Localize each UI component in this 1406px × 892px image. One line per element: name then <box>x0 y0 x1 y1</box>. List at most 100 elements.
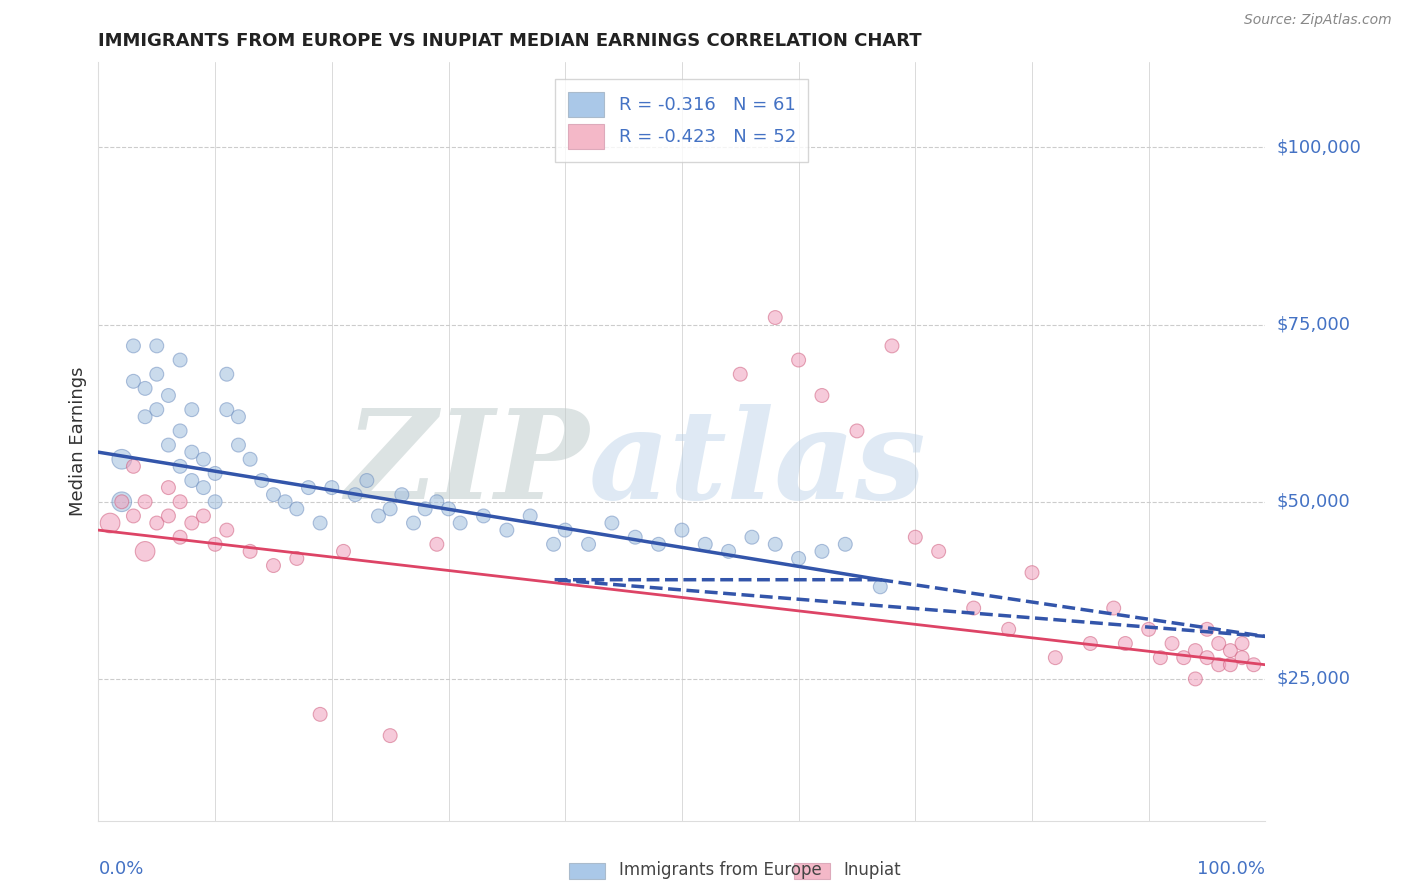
Point <box>1149 650 1171 665</box>
Point <box>169 424 191 438</box>
Point <box>1045 650 1067 665</box>
Point <box>834 537 856 551</box>
Y-axis label: Median Earnings: Median Earnings <box>69 367 87 516</box>
Point <box>134 381 156 395</box>
Point <box>1184 643 1206 657</box>
Point <box>332 544 354 558</box>
Point <box>169 459 191 474</box>
Point <box>239 544 262 558</box>
Point <box>180 445 202 459</box>
Point <box>250 474 273 488</box>
Point <box>1208 636 1230 650</box>
Point <box>880 339 903 353</box>
Text: 100.0%: 100.0% <box>1198 860 1265 878</box>
Text: $100,000: $100,000 <box>1277 138 1361 156</box>
Point <box>215 523 238 537</box>
Point <box>193 481 215 495</box>
Point <box>111 495 134 509</box>
Point <box>157 481 180 495</box>
Point <box>228 438 250 452</box>
Point <box>309 516 332 530</box>
Point <box>285 551 308 566</box>
Legend: R = -0.316   N = 61, R = -0.423   N = 52: R = -0.316 N = 61, R = -0.423 N = 52 <box>555 79 808 161</box>
Text: 0.0%: 0.0% <box>98 860 143 878</box>
Point <box>730 368 752 382</box>
Point <box>413 501 436 516</box>
Point <box>111 452 134 467</box>
Point <box>146 368 169 382</box>
Point <box>157 438 180 452</box>
Point <box>367 508 389 523</box>
Point <box>437 501 460 516</box>
Text: ZIP: ZIP <box>344 403 589 525</box>
Point <box>111 495 134 509</box>
Point <box>1173 650 1195 665</box>
Point <box>180 402 202 417</box>
Point <box>600 516 623 530</box>
Point <box>426 495 449 509</box>
Point <box>122 339 145 353</box>
Point <box>811 388 834 402</box>
Point <box>169 530 191 544</box>
Point <box>787 551 810 566</box>
Point <box>157 388 180 402</box>
Point <box>169 353 191 368</box>
Text: Source: ZipAtlas.com: Source: ZipAtlas.com <box>1244 13 1392 28</box>
Point <box>695 537 717 551</box>
Point <box>157 508 180 523</box>
Point <box>215 368 238 382</box>
Point <box>180 516 202 530</box>
Point <box>449 516 471 530</box>
Point <box>1184 672 1206 686</box>
Point <box>997 623 1019 637</box>
Point <box>274 495 297 509</box>
Point <box>519 508 541 523</box>
Point <box>380 501 402 516</box>
Point <box>1243 657 1265 672</box>
Point <box>904 530 927 544</box>
Point <box>671 523 693 537</box>
Point <box>763 537 786 551</box>
Point <box>647 537 669 551</box>
Point <box>193 452 215 467</box>
Point <box>146 339 169 353</box>
Point <box>1021 566 1043 580</box>
Point <box>1195 623 1218 637</box>
Point <box>543 537 565 551</box>
Point <box>309 707 332 722</box>
Point <box>169 495 191 509</box>
Point <box>204 467 226 481</box>
Point <box>391 488 413 502</box>
Point <box>204 495 226 509</box>
Point <box>1219 643 1241 657</box>
Text: Immigrants from Europe: Immigrants from Europe <box>619 861 821 879</box>
Point <box>787 353 810 368</box>
Point <box>1080 636 1102 650</box>
Point <box>578 537 600 551</box>
Point <box>193 508 215 523</box>
Point <box>1161 636 1184 650</box>
Point <box>134 544 156 558</box>
Point <box>1195 650 1218 665</box>
Point <box>717 544 740 558</box>
Point <box>869 580 891 594</box>
Point <box>928 544 950 558</box>
Point <box>1114 636 1136 650</box>
Text: $50,000: $50,000 <box>1277 492 1350 511</box>
Point <box>122 508 145 523</box>
Point <box>1102 601 1125 615</box>
Point <box>321 481 343 495</box>
Point <box>262 558 284 573</box>
Point <box>763 310 786 325</box>
Point <box>962 601 984 615</box>
Point <box>624 530 647 544</box>
Point <box>426 537 449 551</box>
Text: $25,000: $25,000 <box>1277 670 1351 688</box>
Point <box>741 530 763 544</box>
Point <box>180 474 202 488</box>
Point <box>122 374 145 388</box>
Point <box>1219 657 1241 672</box>
Point <box>356 474 378 488</box>
Point <box>1137 623 1160 637</box>
Point <box>380 729 402 743</box>
